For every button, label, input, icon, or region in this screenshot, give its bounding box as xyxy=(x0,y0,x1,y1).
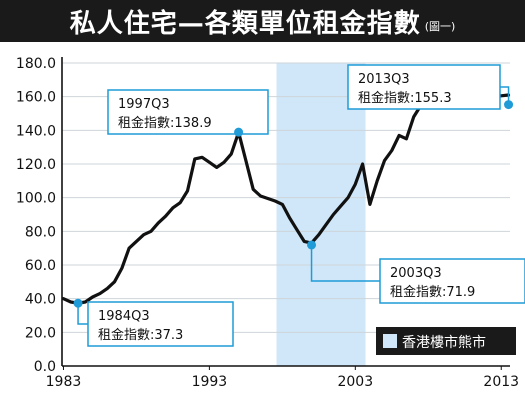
annotation-period: 1997Q3 xyxy=(118,97,170,112)
data-point-marker xyxy=(73,298,83,308)
title-bar: 私人住宅—各類單位租金指數 (圖一) xyxy=(0,0,525,42)
annotation-value: 租金指數:138.9 xyxy=(118,115,212,131)
data-point-marker xyxy=(307,240,317,250)
y-tick-label: 140.0 xyxy=(16,123,56,139)
annotation-connector xyxy=(310,244,380,282)
y-tick-label: 120.0 xyxy=(16,157,56,173)
annotation-period: 2013Q3 xyxy=(358,72,410,87)
x-tick-label: 1983 xyxy=(46,374,82,390)
chart-subtitle: (圖一) xyxy=(424,20,456,33)
annotation-box xyxy=(107,89,269,135)
data-point-marker xyxy=(234,127,244,137)
annotation-connector xyxy=(77,303,88,325)
y-tick-label: 160.0 xyxy=(16,90,56,106)
y-tick-label: 40.0 xyxy=(25,292,56,308)
y-tick-label: 180.0 xyxy=(16,56,56,72)
annotation-connector xyxy=(500,86,510,105)
x-tick-label: 1993 xyxy=(192,374,228,390)
legend-label: 香港樓市熊市 xyxy=(402,334,486,351)
x-tick-label: 2013 xyxy=(483,374,519,390)
annotation-value: 租金指數:71.9 xyxy=(390,284,475,300)
annotation-value: 租金指數:155.3 xyxy=(358,90,452,106)
x-tick-label: 2003 xyxy=(337,374,373,390)
annotation-value: 租金指數:37.3 xyxy=(98,327,183,343)
annotation-period: 2003Q3 xyxy=(390,266,442,281)
y-tick-label: 20.0 xyxy=(25,325,56,341)
y-tick-label: 100.0 xyxy=(16,191,56,207)
annotation-period: 1984Q3 xyxy=(98,309,150,324)
y-tick-label: 0.0 xyxy=(34,359,56,375)
annotation-box xyxy=(347,64,501,110)
legend-swatch xyxy=(383,334,397,348)
data-point-marker xyxy=(504,100,514,110)
y-tick-label: 60.0 xyxy=(25,258,56,274)
annotation-box xyxy=(379,258,525,304)
chart-title: 私人住宅—各類單位租金指數 xyxy=(69,8,421,39)
y-tick-label: 80.0 xyxy=(25,224,56,240)
legend-box xyxy=(376,327,516,355)
chart-area: 0.0 20.0 40.0 60.0 80.0 100.0 120.0 140.0 160.0 1… xyxy=(16,56,525,390)
bear-market-shading xyxy=(276,63,366,366)
annotation-box xyxy=(87,301,234,347)
